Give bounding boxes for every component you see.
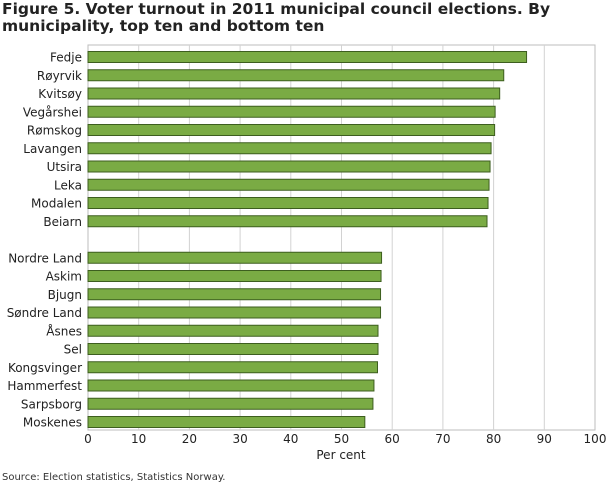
bars — [87, 51, 528, 428]
category-label: Lavangen — [23, 142, 82, 156]
category-label: Moskenes — [23, 416, 82, 430]
x-axis-label: Per cent — [316, 448, 366, 462]
bar — [87, 87, 501, 100]
chart-title: Figure 5. Voter turnout in 2011 municipa… — [2, 0, 551, 35]
category-label: Beiarn — [43, 215, 82, 229]
bar — [87, 324, 379, 337]
x-tick-label: 100 — [584, 432, 607, 446]
category-label: Modalen — [31, 197, 82, 211]
x-tick-label: 40 — [283, 432, 298, 446]
x-tick-label: 80 — [486, 432, 501, 446]
bar — [87, 288, 382, 301]
bar — [87, 361, 378, 374]
category-label: Sarpsborg — [21, 397, 82, 411]
bar — [87, 160, 491, 173]
bar — [87, 142, 492, 155]
category-label: Fedje — [50, 51, 82, 65]
x-tick-label: 60 — [385, 432, 400, 446]
bar — [87, 251, 383, 264]
bar — [87, 51, 528, 63]
category-label: Utsira — [47, 160, 82, 174]
category-label: Åsnes — [46, 323, 82, 338]
x-tick-label: 10 — [131, 432, 146, 446]
bar — [87, 379, 375, 392]
category-label: Røyrvik — [37, 69, 82, 83]
x-tick-label: 90 — [537, 432, 552, 446]
bar — [87, 178, 490, 191]
x-tick-label: 0 — [84, 432, 92, 446]
bar — [87, 416, 366, 428]
bar — [87, 270, 382, 282]
category-label: Rømskog — [27, 124, 82, 138]
category-label: Sel — [64, 343, 82, 357]
bar — [87, 343, 379, 355]
bar — [87, 306, 382, 319]
x-tick-label: 70 — [435, 432, 450, 446]
category-label: Leka — [54, 178, 82, 192]
source-note: Source: Election statistics, Statistics … — [2, 472, 226, 483]
bar — [87, 397, 374, 410]
category-label: Nordre Land — [8, 251, 82, 265]
bar — [87, 69, 505, 82]
category-label: Kongsvinger — [8, 361, 82, 375]
x-axis-ticks: 0 10 20 30 40 50 60 70 80 90 100 — [84, 432, 606, 446]
x-tick-label: 50 — [334, 432, 349, 446]
x-tick-label: 20 — [182, 432, 197, 446]
category-label: Askim — [46, 270, 82, 284]
bar — [87, 215, 488, 228]
bar — [87, 197, 489, 209]
bar — [87, 105, 496, 118]
category-labels: Fedje Røyrvik Kvitsøy Vegårshei Rømskog Lavan… — [7, 51, 83, 430]
x-tick-label: 30 — [232, 432, 247, 446]
category-label: Bjugn — [48, 288, 82, 302]
category-label: Vegårshei — [23, 105, 82, 119]
category-label: Kvitsøy — [38, 87, 82, 101]
bar — [87, 124, 496, 136]
category-label: Søndre Land — [7, 306, 82, 320]
category-label: Hammerfest — [7, 379, 82, 393]
